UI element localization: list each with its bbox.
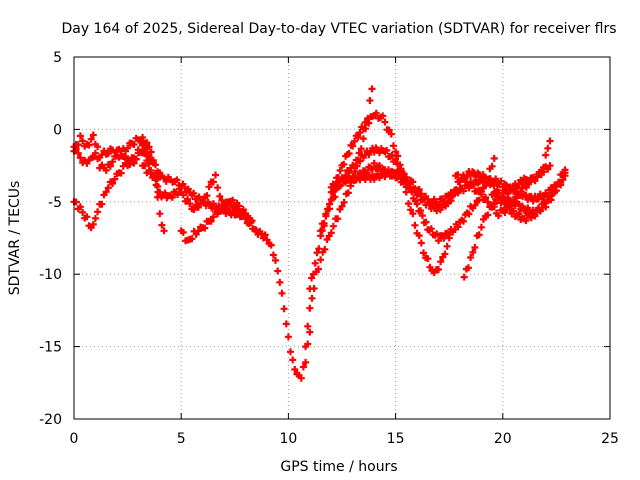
data-layer — [70, 85, 569, 382]
y-tick-label: -20 — [39, 412, 62, 428]
y-tick-label: 0 — [53, 122, 62, 138]
y-tick-label: 5 — [53, 50, 62, 66]
x-tick-label: 25 — [601, 431, 619, 447]
x-tick-label: 5 — [177, 431, 186, 447]
y-tick-label: -5 — [48, 195, 62, 211]
y-tick-label: -10 — [39, 267, 62, 283]
label-layer: 0 5 10 15 20 25 -20 -15 -10 -5 0 5 — [39, 50, 619, 447]
y-axis-label: SDTVAR / TECUs — [7, 181, 23, 296]
plot-frame — [73, 56, 611, 420]
x-tick-label: 20 — [494, 431, 512, 447]
y-tick-label: -15 — [39, 340, 62, 356]
series-markers — [177, 197, 314, 382]
x-axis-label: GPS time / hours — [280, 459, 397, 475]
series-markers — [452, 162, 554, 220]
data-series-arc-14 — [452, 162, 554, 220]
x-tick-label: 0 — [70, 431, 79, 447]
x-tick-label: 15 — [387, 431, 405, 447]
data-series-arc-6 — [177, 197, 314, 382]
x-tick-label: 10 — [279, 431, 297, 447]
chart-title: Day 164 of 2025, Sidereal Day-to-day VTE… — [61, 21, 616, 37]
